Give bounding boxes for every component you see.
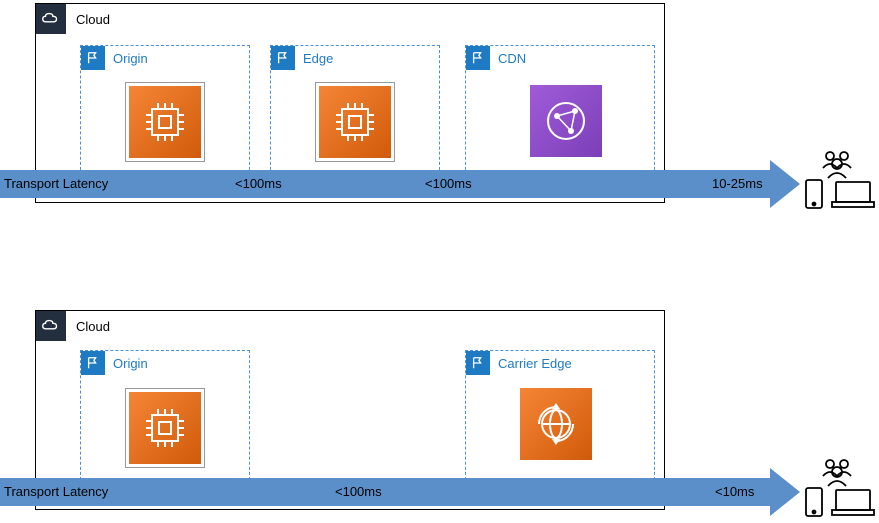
users-devices-bottom (800, 458, 878, 523)
box-label: CDN (490, 51, 526, 66)
arrow-label-main: Transport Latency (4, 176, 108, 191)
cloud-header: Cloud (36, 311, 110, 341)
flag-icon (466, 351, 490, 375)
cdn-tile (530, 85, 602, 157)
box-header: Origin (81, 351, 148, 375)
cloud-icon (36, 4, 66, 34)
chip-tile-edge-top (315, 82, 395, 162)
chip-tile-origin-top (125, 82, 205, 162)
box-label: Origin (105, 51, 148, 66)
flag-icon (271, 46, 295, 70)
cdn-icon (530, 85, 602, 157)
latency-arrow-bottom (0, 478, 770, 506)
latency-arrow-top (0, 170, 770, 198)
users-devices-top (800, 150, 878, 215)
arrow-segment-1: <100ms (235, 176, 282, 191)
box-label: Edge (295, 51, 333, 66)
cloud-icon (36, 311, 66, 341)
phone-icon (806, 488, 822, 516)
flag-icon (466, 46, 490, 70)
arrow-segment-3: 10-25ms (712, 176, 763, 191)
chip-icon (129, 392, 201, 464)
box-header: Carrier Edge (466, 351, 572, 375)
users-icon (823, 152, 851, 178)
phone-icon (806, 180, 822, 208)
arrow-segment-1: <100ms (335, 484, 382, 499)
box-header: Edge (271, 46, 333, 70)
laptop-icon (832, 182, 874, 207)
box-label: Origin (105, 356, 148, 371)
users-icon (823, 460, 851, 486)
carrier-edge-icon (520, 388, 592, 460)
cloud-header: Cloud (36, 4, 110, 34)
box-header: CDN (466, 46, 526, 70)
flag-icon (81, 351, 105, 375)
cloud-label: Cloud (66, 319, 110, 334)
box-label: Carrier Edge (490, 356, 572, 371)
chip-tile-origin-bottom (125, 388, 205, 468)
laptop-icon (832, 490, 874, 515)
flag-icon (81, 46, 105, 70)
arrow-head-top (770, 160, 800, 208)
chip-icon (129, 86, 201, 158)
arrow-segment-2: <10ms (715, 484, 754, 499)
arrow-segment-2: <100ms (425, 176, 472, 191)
box-header: Origin (81, 46, 148, 70)
carrier-edge-tile (520, 388, 592, 460)
chip-icon (319, 86, 391, 158)
arrow-head-bottom (770, 468, 800, 516)
arrow-label-main: Transport Latency (4, 484, 108, 499)
cloud-label: Cloud (66, 12, 110, 27)
